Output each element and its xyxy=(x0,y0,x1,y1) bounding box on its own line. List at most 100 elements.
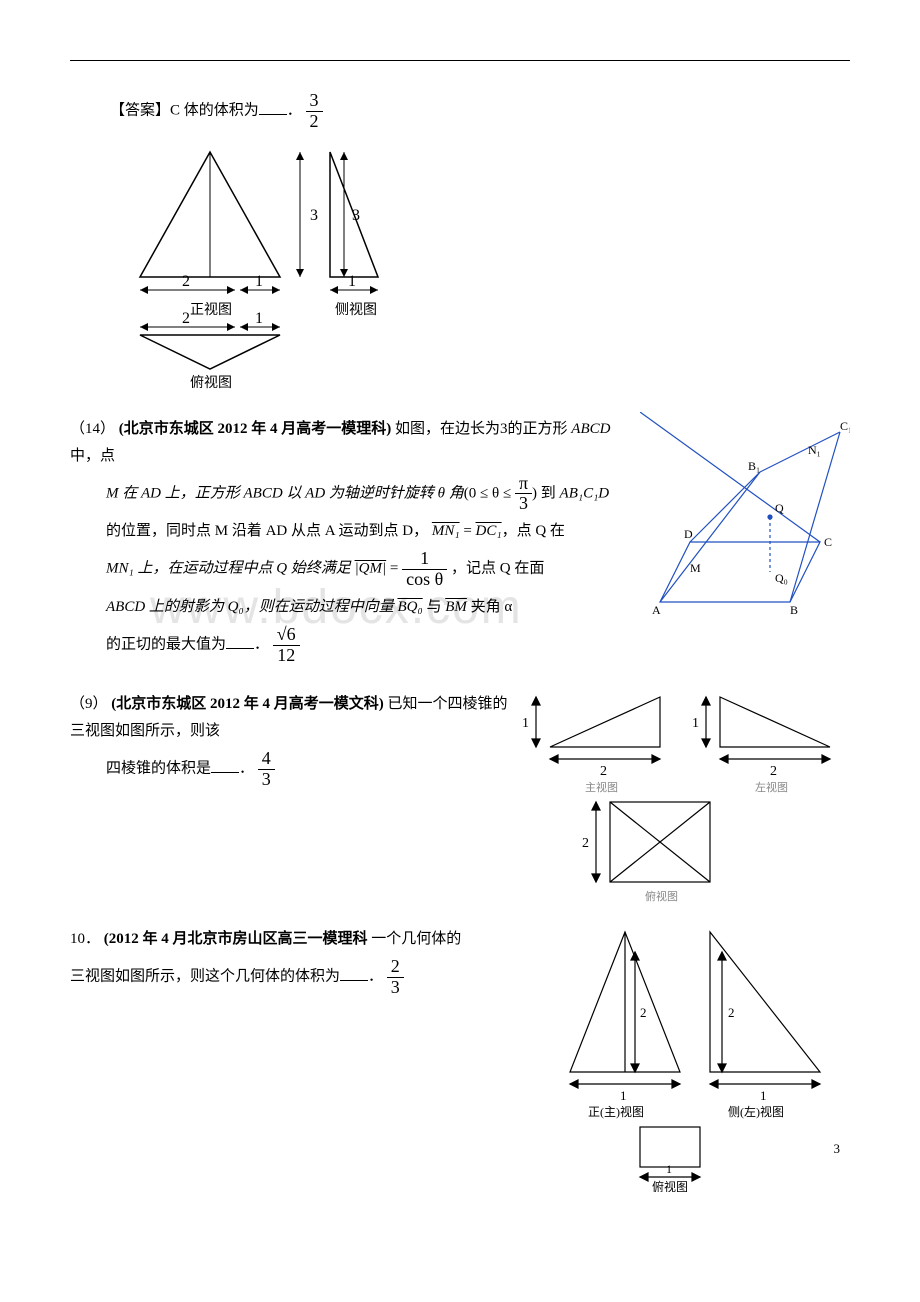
cos-frac: 1cos θ xyxy=(402,549,447,590)
q9-ans-den: 3 xyxy=(258,770,275,790)
q10-ans-frac: 23 xyxy=(387,957,404,998)
vec-bm: BM xyxy=(445,599,467,615)
front-label: 正视图 xyxy=(190,302,232,318)
answer-frac: 3 2 xyxy=(306,91,323,132)
lbl-Q0: Q₀ xyxy=(775,571,788,585)
lbl-D: D xyxy=(684,527,693,541)
eq2: = xyxy=(386,561,402,577)
q14-ans-frac: √612 xyxy=(273,625,300,666)
q14-rangeclose: ) xyxy=(532,485,537,501)
q14-source: (北京市东城区 2012 年 4 月高考一模理科) xyxy=(119,421,392,437)
lbl-Q: Q xyxy=(775,501,784,515)
pi-num: π xyxy=(515,474,532,495)
lbl-B1: B₁ xyxy=(748,459,760,473)
three-views-svg: 3 2 1 正视图 xyxy=(130,142,430,402)
q14-abcd: ABCD xyxy=(571,421,610,437)
q14-rangeopen: (0 ≤ θ ≤ xyxy=(464,485,515,501)
top-label: 俯视图 xyxy=(190,375,232,391)
q14-3d-figure: A B C D M Q₀ Q B₁ C₁ N₁ xyxy=(640,412,850,622)
q14-t4a: MN₁ 上，在运动过程中点 Q 始终满足 xyxy=(106,561,355,577)
svg-text:1: 1 xyxy=(666,1162,672,1176)
q14-t6a: 的正切的最大值为 xyxy=(106,637,226,653)
q10-t1: 一个几何体的 xyxy=(371,931,461,947)
q9-t2: 四棱锥的体积是 xyxy=(106,761,211,777)
dim-1a: 1 xyxy=(255,273,263,290)
side-label: 侧视图 xyxy=(335,302,377,318)
q9-num: （9） xyxy=(70,696,108,712)
frac-num: 3 xyxy=(306,91,323,112)
q14-t1c: 中，点 xyxy=(70,448,115,464)
q14-t3a: 的位置，同时点 M 沿着 AD 从点 A 运动到点 D， xyxy=(106,523,428,539)
q10-figure: 2 1 正(主)视图 2 xyxy=(550,922,850,1192)
q9-block: （9） (北京市东城区 2012 年 4 月高考一模文科) 已知一个四棱锥的三视… xyxy=(70,687,850,912)
q9-source: (北京市东城区 2012 年 4 月高考一模文科) xyxy=(111,696,384,712)
lbl-B: B xyxy=(790,603,798,617)
vec-dc1: DC₁ xyxy=(476,523,502,539)
q9-ans-frac: 43 xyxy=(258,749,275,790)
svg-text:主视图: 主视图 xyxy=(585,780,618,794)
q10-num: 10． xyxy=(70,931,100,947)
blank2 xyxy=(226,634,254,649)
lbl-N1: N₁ xyxy=(808,443,821,457)
q14-t1a: 如图，在边长为 xyxy=(395,421,500,437)
q14-t1b: 的正方形 xyxy=(508,421,568,437)
pi-den: 3 xyxy=(515,494,532,514)
q14-sidelen: 3 xyxy=(500,421,508,437)
dim-2b: 2 xyxy=(182,310,190,327)
svg-text:侧(左)视图: 侧(左)视图 xyxy=(728,1104,784,1119)
q14-ab1c1d: AB₁C₁D xyxy=(560,485,610,501)
svg-text:俯视图: 俯视图 xyxy=(652,1179,688,1192)
blank xyxy=(259,100,287,115)
pi3-frac: π3 xyxy=(515,474,532,515)
period: ． xyxy=(287,103,302,119)
blank4 xyxy=(340,966,368,981)
svg-text:1: 1 xyxy=(522,716,529,731)
answer-prefix: 【答案】C 体的体积为 xyxy=(110,103,259,119)
answer-c-line: 【答案】C 体的体积为 ． 3 2 xyxy=(110,91,850,132)
svg-text:正(主)视图: 正(主)视图 xyxy=(588,1104,644,1119)
q10-ans-den: 3 xyxy=(387,978,404,998)
q14-t2a: M 在 AD 上，正方形 ABCD 以 AD 为轴逆时针旋转 θ 角 xyxy=(106,485,464,501)
q14-t5b: 夹角 α xyxy=(467,599,512,615)
q14-t4b: ，记点 Q 在面 xyxy=(451,561,544,577)
q14-num: （14） xyxy=(70,421,115,437)
dim-1c: 1 xyxy=(255,310,263,327)
qm-abs: |QM| xyxy=(355,561,387,577)
q10-t2: 三视图如图所示，则这个几何体的体积为 xyxy=(70,969,340,985)
q14-ans-den: 12 xyxy=(273,646,300,666)
dim-2a: 2 xyxy=(182,273,190,290)
cos-num: 1 xyxy=(402,549,447,570)
q10-ans-num: 2 xyxy=(387,957,404,978)
lbl-A: A xyxy=(652,603,661,617)
q14-block: （14） (北京市东城区 2012 年 4 月高考一模理科) 如图，在边长为3的… xyxy=(70,412,850,670)
svg-text:1: 1 xyxy=(692,716,699,731)
vec-bq0: BQ₀ xyxy=(397,599,422,615)
fig-three-views-1: 3 2 1 正视图 xyxy=(130,142,850,402)
header-rule xyxy=(70,60,850,61)
q10-source: (2012 年 4 月北京市房山区高三一模理科 xyxy=(104,931,368,947)
svg-text:2: 2 xyxy=(600,764,607,779)
q9-ans-num: 4 xyxy=(258,749,275,770)
svg-text:2: 2 xyxy=(728,1005,735,1020)
frac-den: 2 xyxy=(306,112,323,132)
svg-text:2: 2 xyxy=(640,1005,647,1020)
dim-h: 3 xyxy=(310,207,318,224)
svg-text:1: 1 xyxy=(620,1088,627,1103)
eq1: = xyxy=(460,523,476,539)
q14-t3b: ，点 Q 在 xyxy=(502,523,565,539)
svg-text:1: 1 xyxy=(760,1088,767,1103)
vec-mn1: MN₁ xyxy=(432,523,460,539)
lbl-C1: C₁ xyxy=(840,419,850,433)
q9-figure: 1 2 主视图 1 xyxy=(520,687,850,907)
lbl-M: M xyxy=(690,561,701,575)
q14-with: 与 xyxy=(423,599,446,615)
q14-t5a: ABCD 上的射影为 Q₀，则在运动过程中向量 xyxy=(106,599,397,615)
lbl-C: C xyxy=(824,535,832,549)
q10-block: 10． (2012 年 4 月北京市房山区高三一模理科 一个几何体的 三视图如图… xyxy=(70,922,850,1197)
cos-den: cos θ xyxy=(402,570,447,590)
q14-ans-num: √6 xyxy=(273,625,300,646)
dim-h2: 3 xyxy=(352,207,360,224)
dim-1b: 1 xyxy=(348,273,356,290)
blank3 xyxy=(211,758,239,773)
q14-t2b: 到 xyxy=(541,485,556,501)
